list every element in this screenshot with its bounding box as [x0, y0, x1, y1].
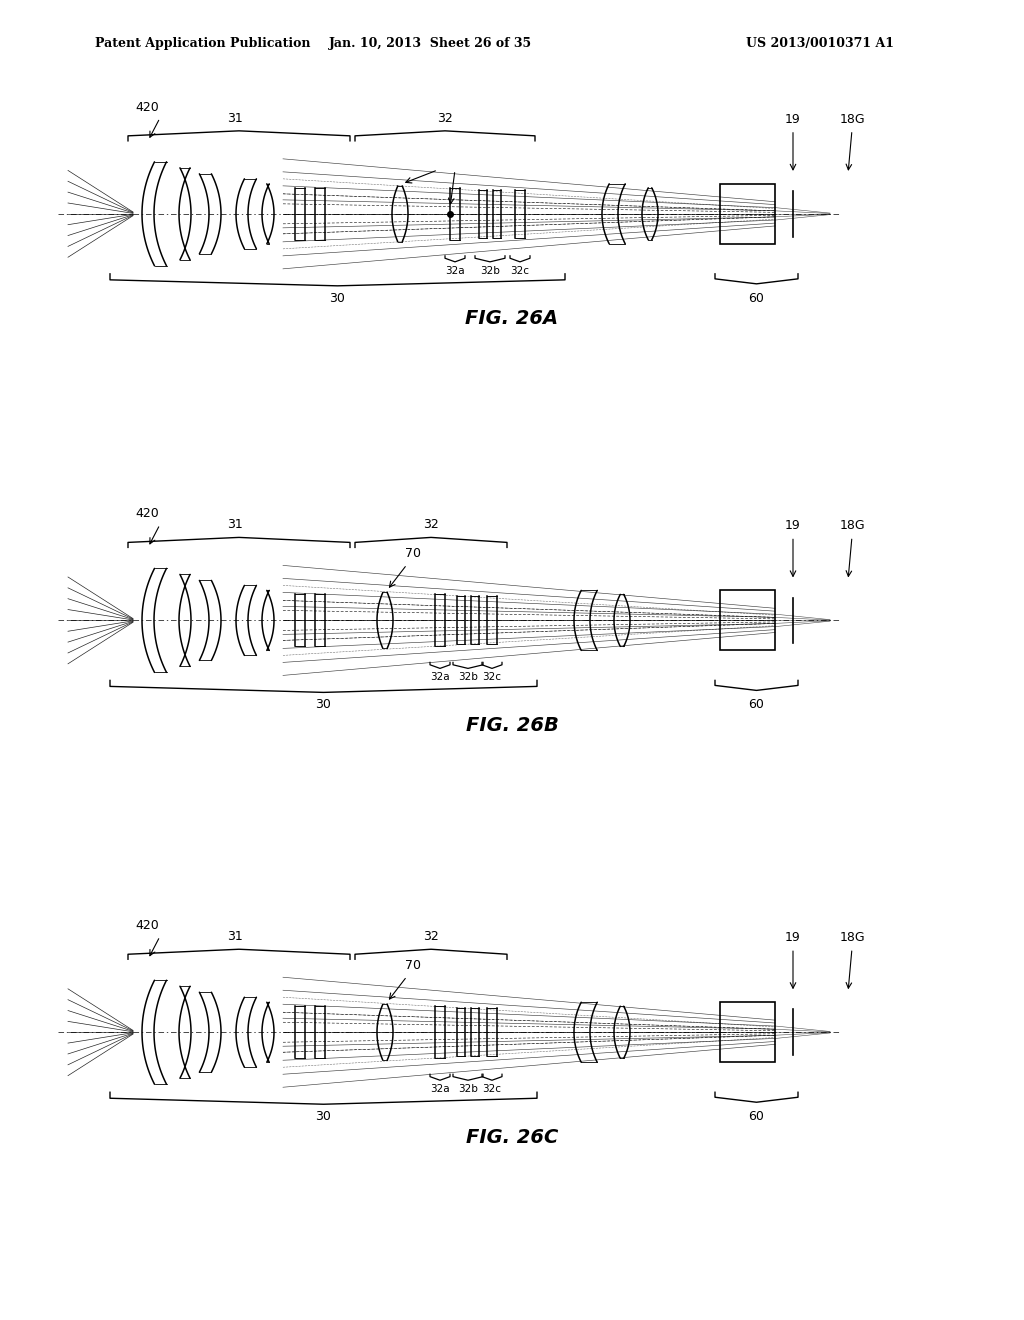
Text: 32a: 32a	[430, 1084, 450, 1094]
Text: 60: 60	[749, 1110, 765, 1123]
Bar	[720, 183, 775, 244]
Text: 32c: 32c	[482, 1084, 502, 1094]
Text: 18G: 18G	[840, 519, 865, 532]
Text: 31: 31	[227, 931, 243, 944]
Text: FIG. 26A: FIG. 26A	[466, 309, 558, 329]
Text: 60: 60	[749, 698, 765, 711]
Text: 18G: 18G	[840, 112, 865, 125]
Text: 32b: 32b	[458, 672, 478, 682]
Text: 32b: 32b	[480, 265, 500, 276]
Text: 70: 70	[406, 548, 421, 561]
Text: 32: 32	[423, 519, 439, 532]
Text: 32b: 32b	[458, 1084, 478, 1094]
Text: 18G: 18G	[840, 931, 865, 944]
Text: Patent Application Publication: Patent Application Publication	[95, 37, 310, 50]
Text: 30: 30	[315, 698, 332, 711]
Text: 32a: 32a	[430, 672, 450, 682]
Text: 60: 60	[749, 292, 765, 305]
Text: 420: 420	[135, 507, 159, 520]
Text: 32c: 32c	[482, 672, 502, 682]
Text: 32c: 32c	[511, 265, 529, 276]
Text: 30: 30	[315, 1110, 332, 1123]
Text: 420: 420	[135, 100, 159, 114]
Text: 32: 32	[423, 931, 439, 944]
Text: 420: 420	[135, 919, 159, 932]
Text: 32: 32	[437, 112, 453, 125]
Bar	[720, 1002, 775, 1063]
Text: 19: 19	[785, 519, 801, 532]
Text: 31: 31	[227, 112, 243, 125]
Text: 19: 19	[785, 931, 801, 944]
Bar	[720, 590, 775, 651]
Text: FIG. 26C: FIG. 26C	[466, 1127, 558, 1147]
Text: US 2013/0010371 A1: US 2013/0010371 A1	[746, 37, 894, 50]
Text: 19: 19	[785, 112, 801, 125]
Text: 32a: 32a	[445, 265, 465, 276]
Text: FIG. 26B: FIG. 26B	[466, 715, 558, 735]
Text: 70: 70	[406, 960, 421, 973]
Text: Jan. 10, 2013  Sheet 26 of 35: Jan. 10, 2013 Sheet 26 of 35	[329, 37, 531, 50]
Text: 31: 31	[227, 519, 243, 532]
Text: 30: 30	[330, 292, 345, 305]
